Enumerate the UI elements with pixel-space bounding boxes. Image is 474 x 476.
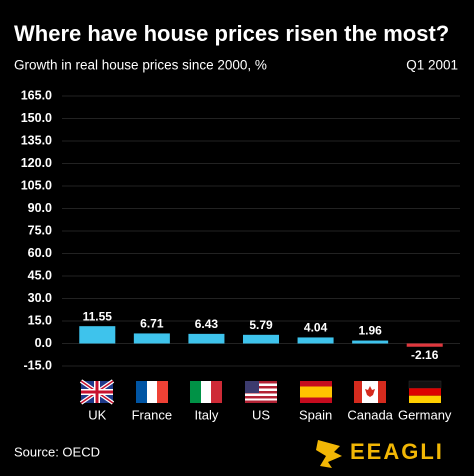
y-tick-label: 0.0 xyxy=(35,336,52,350)
x-tick-label: UK xyxy=(88,407,106,422)
data-label: 6.43 xyxy=(195,317,219,331)
logo: EEAGLI xyxy=(316,439,444,468)
flag-uk xyxy=(79,379,115,405)
flag-us xyxy=(245,381,277,403)
chart-subtitle: Growth in real house prices since 2000, … xyxy=(14,58,267,73)
x-tick-label: US xyxy=(252,407,270,422)
y-tick-label: 90.0 xyxy=(28,201,52,215)
x-tick-label: Canada xyxy=(347,407,393,422)
y-tick-label: 150.0 xyxy=(21,111,52,125)
bar xyxy=(133,333,170,344)
x-tick-label: France xyxy=(132,407,172,422)
bar xyxy=(188,333,225,344)
data-label: 5.79 xyxy=(249,318,273,332)
bar xyxy=(79,326,116,344)
x-tick-label: Italy xyxy=(195,407,219,422)
bar xyxy=(352,340,389,344)
flag-spain xyxy=(300,381,332,403)
y-tick-label: 165.0 xyxy=(21,88,52,102)
annotation: Q1 2001 xyxy=(406,58,458,73)
y-tick-label: 120.0 xyxy=(21,156,52,170)
y-tick-label: 105.0 xyxy=(21,178,52,192)
y-tick-label: 30.0 xyxy=(28,291,52,305)
logo-text: EEAGLI xyxy=(350,439,444,464)
flag-canada xyxy=(354,381,386,403)
data-label: 11.55 xyxy=(83,309,113,323)
x-tick-label: Spain xyxy=(299,407,332,422)
data-label: 1.96 xyxy=(358,324,382,338)
y-tick-label: 135.0 xyxy=(21,133,52,147)
flags xyxy=(79,379,442,405)
bar xyxy=(242,334,280,344)
logo-icon xyxy=(316,440,342,468)
flag-germany xyxy=(408,380,442,403)
flag-italy xyxy=(190,381,222,403)
x-tick-label: Germany xyxy=(398,407,452,422)
y-tick-label: 15.0 xyxy=(28,313,52,327)
y-tick-label: 60.0 xyxy=(28,246,52,260)
chart-title: Where have house prices risen the most? xyxy=(14,21,449,46)
bar xyxy=(406,343,443,347)
data-label: 4.04 xyxy=(304,321,328,335)
y-tick-label: -15.0 xyxy=(24,358,53,372)
source: Source: OECD xyxy=(14,444,100,459)
flag-france xyxy=(136,381,168,403)
data-label: -2.16 xyxy=(411,348,439,362)
y-tick-label: 75.0 xyxy=(28,223,52,237)
data-label: 6.71 xyxy=(140,317,164,331)
bar xyxy=(297,337,334,344)
y-tick-label: 45.0 xyxy=(28,268,52,282)
